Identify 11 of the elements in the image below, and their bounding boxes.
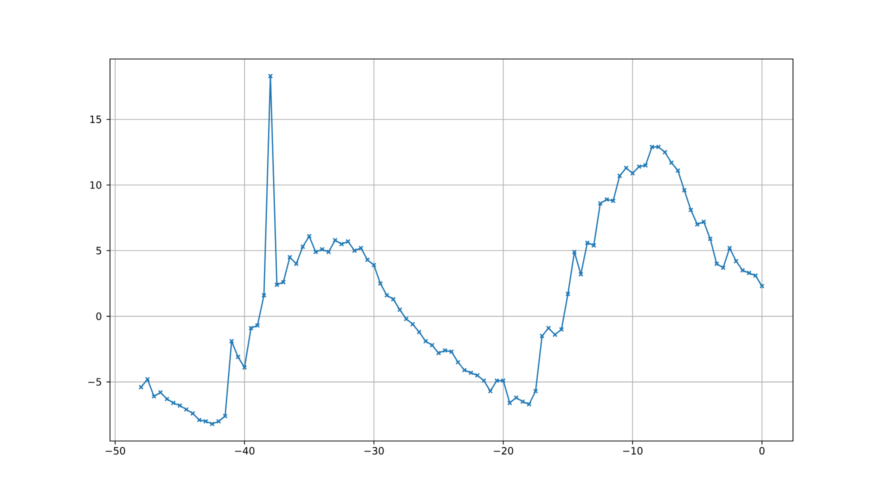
x-tick-label: −30 xyxy=(364,447,384,455)
y-tick-label: 5 xyxy=(96,246,102,254)
x-tick-label: −10 xyxy=(623,447,642,455)
y-tick-label: 15 xyxy=(90,116,102,124)
x-tick-label: −40 xyxy=(235,447,254,455)
x-tick-label: −50 xyxy=(106,447,126,455)
x-tick-label: 0 xyxy=(759,447,764,455)
y-tick-label: 10 xyxy=(90,181,102,189)
y-tick-label: 0 xyxy=(96,312,102,320)
x-tick-label: −20 xyxy=(494,447,514,455)
y-tick-label: −5 xyxy=(88,378,102,386)
